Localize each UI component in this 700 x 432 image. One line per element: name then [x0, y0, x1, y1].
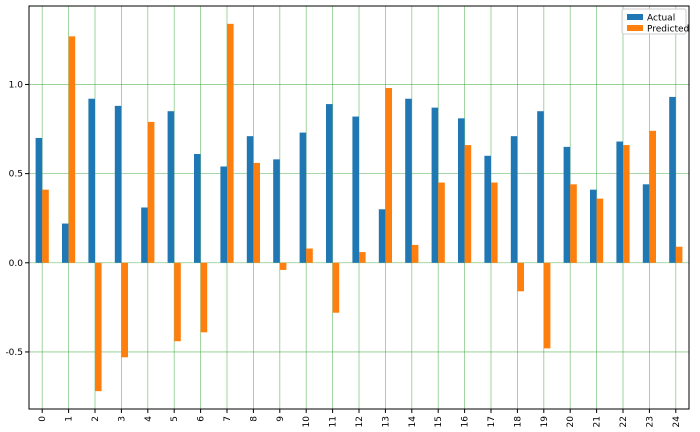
bar-actual-3: [114, 105, 122, 263]
bar-predicted-5: [174, 262, 181, 342]
bar-predicted-14: [411, 244, 419, 263]
bar-predicted-20: [570, 184, 577, 263]
x-tick-label: 6: [197, 416, 207, 422]
bar-actual-7: [220, 166, 227, 263]
x-tick-label: 11: [329, 416, 339, 427]
bar-predicted-23: [649, 130, 656, 263]
bar-predicted-6: [200, 262, 208, 333]
legend-label-actual: Actual: [647, 14, 675, 24]
bar-actual-23: [642, 184, 650, 263]
bar-predicted-24: [675, 246, 683, 263]
legend-swatch-predicted: [627, 25, 643, 31]
x-tick-label: 16: [461, 416, 471, 428]
x-tick-label: 21: [593, 416, 603, 427]
x-tick-label: 13: [381, 416, 391, 427]
bar-actual-4: [141, 207, 148, 263]
legend-swatch-actual: [627, 14, 643, 20]
x-tick-label: 1: [65, 416, 75, 422]
bar-predicted-1: [68, 36, 76, 263]
bar-actual-9: [273, 159, 280, 263]
bar-predicted-19: [543, 262, 551, 349]
bar-predicted-11: [332, 262, 340, 313]
bar-actual-14: [405, 98, 412, 263]
tick-labels: -0.50.00.51.00 1 2 3 4 5 6 7 8 9 10 11 12 13 14 15 16 17 1…: [5, 80, 681, 427]
y-tick-label: -0.5: [5, 348, 23, 358]
bar-predicted-3: [121, 262, 128, 358]
bar-actual-12: [352, 116, 359, 263]
y-tick-label: 1.0: [9, 80, 24, 90]
bar-predicted-9: [279, 262, 287, 270]
bar-actual-18: [510, 136, 518, 263]
x-tick-label: 14: [408, 416, 418, 428]
bar-predicted-13: [385, 88, 392, 263]
x-tick-label: 19: [540, 416, 550, 428]
x-tick-label: 22: [619, 416, 629, 427]
bar-predicted-8: [253, 162, 260, 263]
bar-actual-6: [194, 154, 201, 263]
x-tick-label: 3: [117, 416, 127, 422]
bar-predicted-7: [227, 23, 234, 263]
bar-actual-16: [458, 118, 465, 263]
y-tick-label: 0.5: [9, 170, 23, 180]
bar-predicted-10: [306, 248, 313, 263]
x-tick-label: 10: [302, 416, 312, 428]
bar-actual-8: [246, 136, 254, 263]
bar-predicted-12: [359, 252, 366, 263]
x-tick-label: 5: [170, 416, 180, 422]
x-tick-label: 15: [434, 416, 444, 427]
bar-actual-15: [431, 107, 439, 263]
legend-label-predicted: Predicted: [647, 25, 689, 35]
bar-predicted-21: [596, 198, 604, 263]
bar-actual-19: [537, 111, 544, 263]
bar-actual-1: [62, 223, 69, 263]
x-tick-label: 0: [38, 416, 48, 422]
x-tick-label: 20: [566, 416, 576, 428]
bar-actual-5: [167, 111, 175, 263]
x-tick-label: 2: [91, 416, 101, 422]
bar-actual-13: [378, 209, 386, 263]
bar-predicted-4: [147, 121, 155, 263]
x-tick-label: 18: [513, 416, 523, 428]
bar-actual-0: [35, 137, 43, 263]
bar-actual-10: [299, 132, 307, 263]
bar-actual-2: [88, 98, 95, 263]
bar-predicted-15: [438, 182, 445, 263]
x-tick-label: 7: [223, 416, 233, 422]
x-tick-label: 17: [487, 416, 497, 427]
bar-predicted-2: [95, 262, 102, 392]
bar-actual-20: [563, 146, 571, 263]
bar-actual-24: [669, 96, 676, 263]
bar-actual-11: [326, 104, 333, 263]
x-tick-label: 9: [276, 416, 286, 422]
bar-actual-22: [616, 141, 623, 263]
bar-actual-21: [590, 189, 597, 263]
bar-predicted-18: [517, 262, 524, 292]
bar-predicted-16: [464, 145, 472, 263]
bar-predicted-17: [491, 182, 498, 263]
bar-predicted-22: [623, 145, 630, 263]
x-tick-label: 4: [144, 416, 154, 422]
x-tick-label: 8: [249, 416, 259, 422]
x-tick-label: 12: [355, 416, 365, 427]
x-tick-label: 23: [645, 416, 655, 427]
axes: [25, 5, 690, 413]
bar-actual-17: [484, 155, 491, 263]
y-tick-label: 0.0: [9, 259, 24, 269]
bar-predicted-0: [42, 189, 49, 263]
x-tick-label: 24: [672, 416, 682, 428]
bars: [35, 23, 683, 392]
